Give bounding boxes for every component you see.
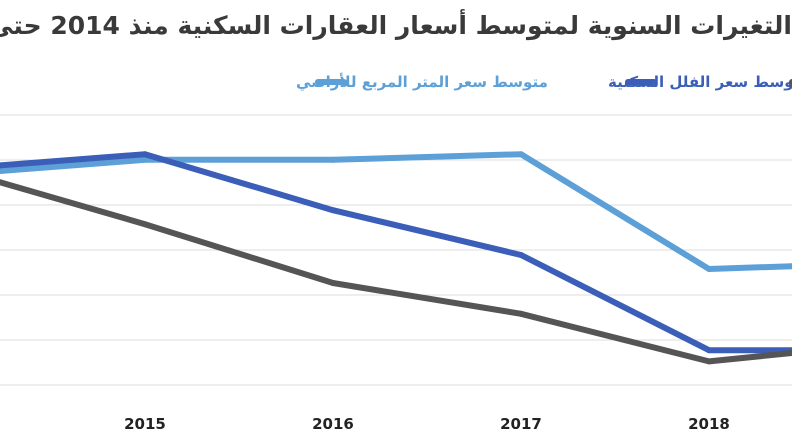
series-lines xyxy=(0,151,792,365)
data-point xyxy=(706,358,712,365)
legend-item-2: السكنية xyxy=(788,73,792,91)
x-axis: 2015 2016 2017 2018 xyxy=(124,415,730,433)
data-point xyxy=(142,221,148,228)
legend-label: متوسط سعر المتر المربع للأراضي xyxy=(296,73,548,91)
data-point xyxy=(142,156,148,163)
x-tick-label: 2018 xyxy=(688,415,730,433)
chart-title: التغيرات السنوية لمتوسط أسعار العقارات ا… xyxy=(0,11,792,40)
data-point xyxy=(0,168,3,174)
legend-item-0: متوسط سعر المتر المربع للأراضي xyxy=(296,73,548,91)
data-point xyxy=(330,280,336,286)
data-point xyxy=(789,263,792,270)
x-tick-label: 2015 xyxy=(124,415,166,433)
legend-label: متوسط سعر الفلل السكنية xyxy=(608,73,792,91)
data-point xyxy=(706,347,712,354)
data-point xyxy=(789,350,792,356)
data-point xyxy=(518,310,524,317)
data-point xyxy=(518,252,524,258)
data-point xyxy=(0,179,3,186)
x-tick-label: 2017 xyxy=(500,415,542,433)
data-point xyxy=(142,151,148,158)
data-point xyxy=(706,266,712,272)
legend-label: السكنية xyxy=(788,73,792,91)
x-tick-label: 2016 xyxy=(312,415,354,433)
data-point xyxy=(0,162,3,169)
series-line-1 xyxy=(0,151,792,354)
legend-item-1: متوسط سعر الفلل السكنية xyxy=(608,73,792,91)
series-line-0 xyxy=(0,151,792,272)
series-line-2 xyxy=(0,179,792,365)
data-point xyxy=(330,156,336,163)
legend: متوسط سعر المتر المربع للأراضي متوسط سعر … xyxy=(296,73,792,91)
data-point xyxy=(330,207,336,214)
data-point xyxy=(518,151,524,158)
